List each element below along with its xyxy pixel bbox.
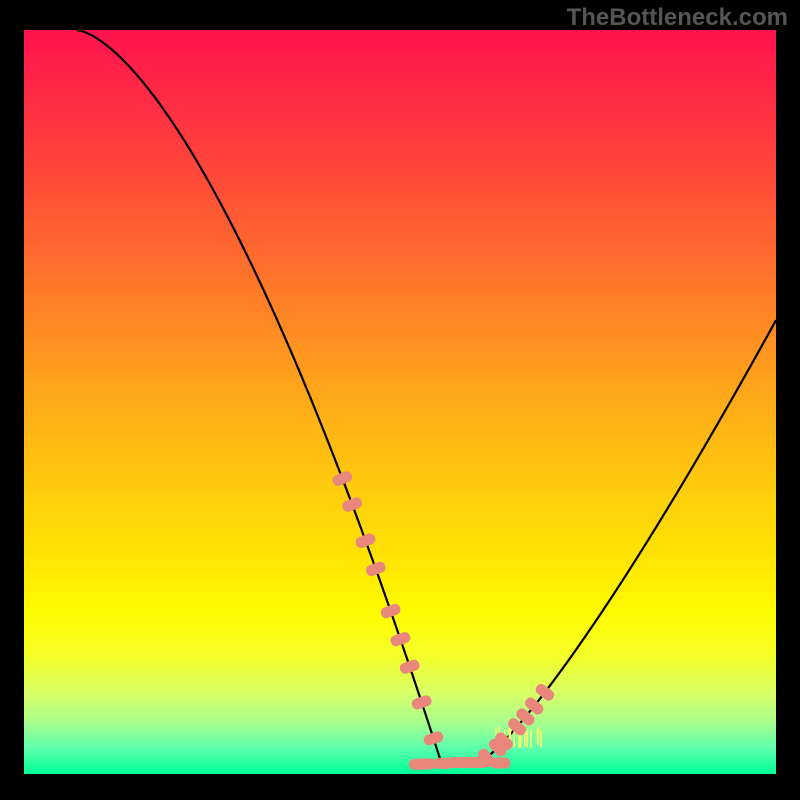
gradient-background bbox=[24, 30, 776, 774]
stage: TheBottleneck.com bbox=[0, 0, 800, 800]
watermark-text: TheBottleneck.com bbox=[567, 4, 788, 32]
plot-area bbox=[24, 30, 776, 774]
